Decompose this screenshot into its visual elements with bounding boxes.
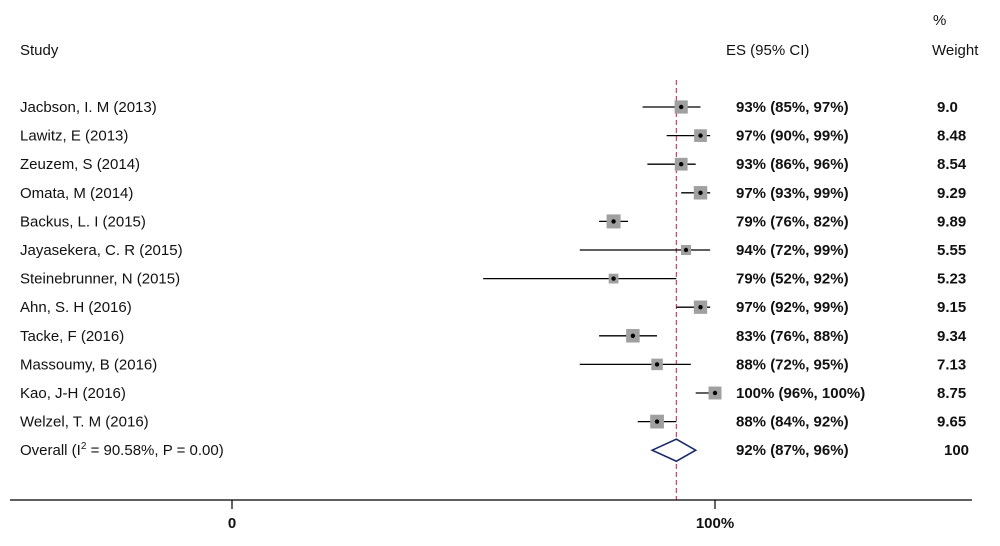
study-label: Welzel, T. M (2016) <box>20 414 149 431</box>
point-estimate <box>678 104 684 110</box>
weight-value: 5.23 <box>937 271 966 288</box>
overall-weight-value: 100 <box>944 442 969 459</box>
es-value: 88% (72%, 95%) <box>736 356 849 373</box>
es-value: 97% (90%, 99%) <box>736 128 849 145</box>
study-label: Zeuzem, S (2014) <box>20 156 140 173</box>
point-estimate <box>611 219 616 224</box>
weight-value: 5.55 <box>937 242 966 259</box>
study-label: Ahn, S. H (2016) <box>20 299 132 316</box>
es-value: 97% (92%, 99%) <box>736 299 849 316</box>
study-label: Lawitz, E (2013) <box>20 128 128 145</box>
point-estimate <box>630 333 636 338</box>
point-estimate <box>683 247 689 253</box>
es-value: 93% (85%, 97%) <box>736 99 849 116</box>
study-label: Jacbson, I. M (2013) <box>20 99 157 116</box>
weight-value: 9.29 <box>937 185 966 202</box>
point-estimate <box>698 190 703 195</box>
study-label: Tacke, F (2016) <box>20 328 124 345</box>
weight-value: 8.75 <box>937 385 966 402</box>
study-label: Jayasekera, C. R (2015) <box>20 242 183 259</box>
es-value: 88% (84%, 92%) <box>736 414 849 431</box>
weight-value: 8.48 <box>937 128 966 145</box>
point-estimate <box>654 362 660 367</box>
es-value: 100% (96%, 100%) <box>736 385 865 402</box>
study-label: Omata, M (2014) <box>20 185 133 202</box>
es-value: 97% (93%, 99%) <box>736 185 849 202</box>
point-estimate <box>654 419 660 424</box>
study-label: Kao, J-H (2016) <box>20 385 126 402</box>
es-value: 93% (86%, 96%) <box>736 156 849 173</box>
weight-value: 9.0 <box>937 99 958 116</box>
es-value: 94% (72%, 99%) <box>736 242 849 259</box>
weight-value: 9.65 <box>937 414 966 431</box>
overall-es-value: 92% (87%, 96%) <box>736 442 849 459</box>
weight-column-header: Weight <box>932 42 979 59</box>
weight-value: 9.89 <box>937 213 966 230</box>
study-column-header: Study <box>20 42 59 59</box>
study-label: Backus, L. I (2015) <box>20 213 146 230</box>
es-value: 83% (76%, 88%) <box>736 328 849 345</box>
point-estimate <box>678 162 684 167</box>
weight-value: 9.34 <box>937 328 967 345</box>
study-label: Massoumy, B (2016) <box>20 356 157 373</box>
weight-value: 7.13 <box>937 356 966 373</box>
es-value: 79% (76%, 82%) <box>736 213 849 230</box>
point-estimate <box>698 133 703 138</box>
point-estimate <box>712 390 718 396</box>
x-axis-tick-label: 0 <box>228 515 236 532</box>
es-value: 79% (52%, 92%) <box>736 271 849 288</box>
study-label: Steinebrunner, N (2015) <box>20 271 180 288</box>
x-axis-tick-label: 100% <box>696 515 734 532</box>
overall-label: Overall (I2 = 90.58%, P = 0.00) <box>20 441 224 459</box>
weight-value: 8.54 <box>937 156 967 173</box>
overall-diamond <box>650 438 698 463</box>
point-estimate <box>698 305 703 310</box>
weight-value: 9.15 <box>937 299 966 316</box>
point-estimate <box>611 276 616 281</box>
weight-percent-header: % <box>933 12 947 29</box>
es-column-header: ES (95% CI) <box>726 42 810 59</box>
